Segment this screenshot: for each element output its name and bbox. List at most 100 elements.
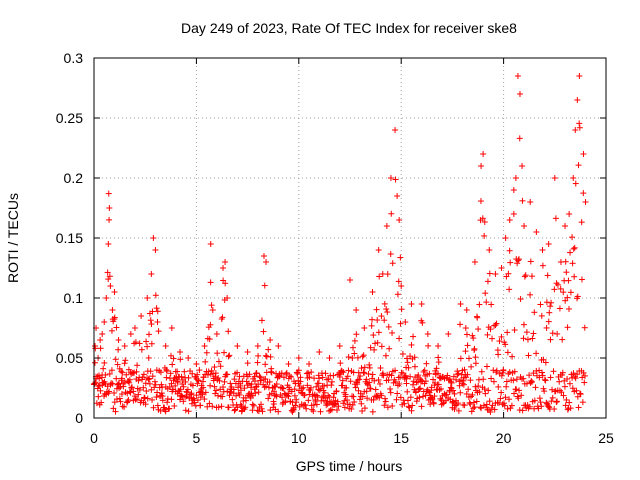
data-point — [394, 291, 401, 298]
data-point — [428, 387, 435, 394]
data-point — [418, 377, 425, 384]
data-point — [98, 399, 105, 406]
data-point — [174, 379, 181, 386]
data-point — [519, 163, 526, 169]
data-point — [575, 404, 582, 411]
data-point — [119, 369, 126, 376]
data-point — [331, 400, 338, 407]
data-point — [526, 403, 533, 410]
data-point — [166, 384, 173, 391]
data-point — [492, 271, 499, 277]
data-point — [381, 402, 388, 409]
data-point — [220, 265, 227, 271]
data-point — [352, 384, 359, 391]
data-point — [472, 354, 479, 361]
data-point — [542, 377, 549, 384]
data-point — [576, 390, 583, 397]
data-point — [254, 359, 261, 366]
data-point — [109, 307, 116, 313]
data-point — [513, 386, 520, 393]
data-point — [285, 393, 292, 400]
data-point — [405, 364, 412, 371]
data-point — [91, 380, 98, 387]
data-point — [486, 270, 493, 277]
data-point — [207, 241, 214, 247]
data-point — [464, 342, 471, 349]
data-point — [313, 401, 320, 408]
data-point — [387, 175, 394, 181]
data-point — [551, 175, 558, 181]
data-point — [208, 367, 215, 374]
data-point — [578, 276, 585, 283]
data-point — [111, 289, 118, 295]
data-points — [91, 73, 589, 415]
data-point — [111, 314, 118, 321]
data-point — [491, 406, 498, 413]
data-point — [561, 383, 568, 390]
data-point — [163, 374, 170, 381]
data-point — [174, 368, 181, 375]
data-point — [470, 399, 477, 406]
data-point — [526, 372, 533, 379]
data-point — [234, 343, 241, 349]
data-point — [182, 394, 189, 401]
data-point — [306, 361, 313, 367]
data-point — [222, 280, 229, 287]
data-point — [582, 372, 589, 379]
data-point — [145, 376, 152, 383]
data-point — [354, 381, 361, 388]
data-point — [285, 361, 292, 367]
data-point — [180, 383, 187, 390]
data-point — [350, 393, 357, 400]
data-point — [250, 402, 257, 409]
data-point — [267, 407, 274, 414]
data-point — [194, 397, 201, 404]
data-point — [563, 269, 570, 276]
data-point — [345, 367, 352, 374]
data-point — [567, 405, 574, 412]
data-point — [262, 375, 269, 382]
data-point — [378, 343, 385, 350]
data-point — [475, 383, 482, 390]
data-point — [116, 395, 123, 402]
data-point — [178, 373, 185, 380]
data-point — [258, 405, 265, 412]
data-point — [353, 307, 360, 313]
data-point — [475, 376, 482, 383]
data-point — [536, 395, 543, 402]
data-point — [386, 345, 393, 352]
data-point — [111, 389, 118, 396]
data-point — [134, 362, 141, 369]
data-point — [403, 380, 410, 387]
data-point — [460, 381, 467, 388]
chart-title: Day 249 of 2023, Rate Of TEC Index for r… — [181, 20, 517, 36]
data-point — [256, 373, 263, 380]
data-point — [260, 328, 267, 335]
data-point — [168, 325, 175, 331]
data-point — [435, 359, 442, 366]
data-point — [492, 322, 499, 329]
data-point — [397, 320, 404, 327]
data-point — [151, 384, 158, 391]
data-point — [166, 405, 173, 412]
data-point — [516, 387, 523, 394]
data-point — [168, 380, 175, 387]
data-point — [306, 374, 313, 381]
data-point — [512, 175, 519, 181]
data-point — [430, 376, 437, 383]
data-point — [140, 384, 147, 391]
data-point — [144, 295, 151, 301]
data-point — [375, 329, 382, 336]
data-point — [487, 408, 494, 415]
data-point — [383, 306, 390, 313]
data-point — [253, 370, 260, 377]
data-point — [521, 223, 528, 229]
data-point — [446, 376, 453, 383]
data-point — [295, 355, 302, 361]
data-point — [402, 319, 409, 325]
data-point — [255, 352, 262, 359]
data-point — [215, 358, 222, 365]
data-point — [372, 386, 379, 393]
data-point — [99, 331, 106, 337]
data-point — [423, 360, 430, 367]
